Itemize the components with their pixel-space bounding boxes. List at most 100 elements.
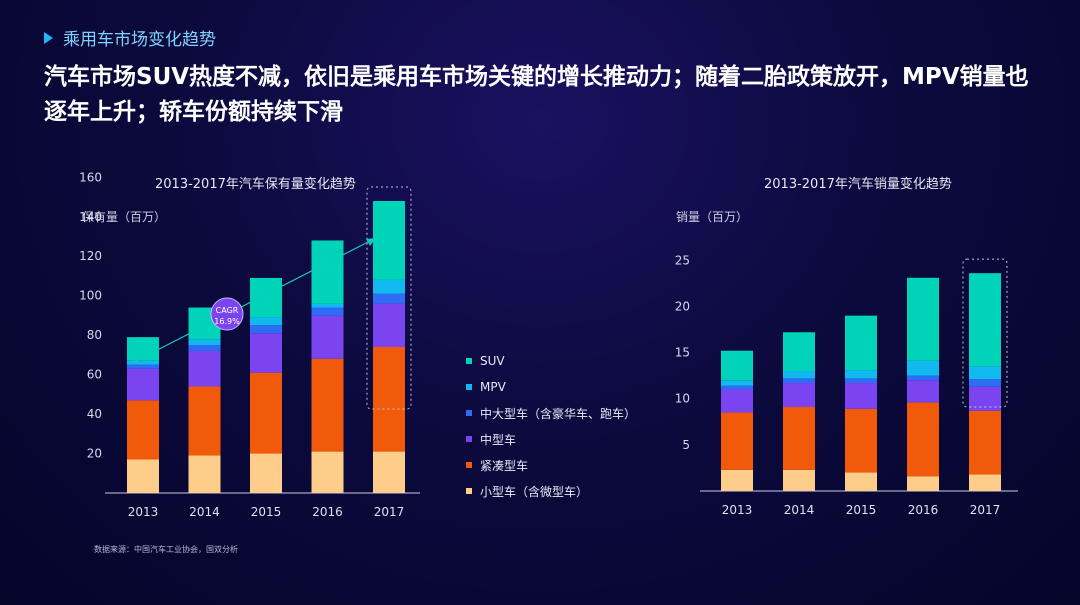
cagr-arrow-head-icon [366, 238, 376, 246]
chart1-y-tick: 120 [79, 249, 102, 263]
chart2-bar-segment [907, 380, 939, 403]
page-headline: 汽车市场SUV热度不减，依旧是乘用车市场关键的增长推动力；随着二胎政策放开，MP… [44, 64, 1029, 125]
legend-label: MPV [480, 380, 506, 394]
legend-item: 中型车 [466, 426, 636, 452]
chart2-bar-segment [907, 402, 939, 477]
chart1-bar-segment [373, 303, 405, 347]
chart2-bar-segment [783, 371, 815, 379]
chart1-bar-segment [373, 451, 405, 493]
chart2-bar-segment [783, 332, 815, 372]
chart1-highlight-box [366, 186, 412, 410]
chart1-bar-segment [373, 346, 405, 452]
chart1-bar-segment [188, 455, 221, 493]
chart2-y-tick: 5 [682, 438, 690, 452]
legend-swatch [466, 410, 472, 416]
chart1-x-tick: 2016 [312, 505, 343, 519]
chart2-x-tick: 2016 [908, 503, 939, 517]
legend-item: 中大型车（含豪华车、跑车） [466, 400, 636, 426]
chart1-bar-segment [188, 345, 221, 351]
section-label: 乘用车市场变化趋势 [44, 25, 216, 50]
chart2-bar-segment [721, 389, 753, 413]
chart1-bar-segment [127, 337, 159, 361]
chart1-bar-segment [311, 303, 344, 308]
cagr-value: 16.9% [214, 317, 240, 326]
legend-label: SUV [480, 354, 505, 368]
legend-swatch [466, 358, 472, 364]
legend-swatch [466, 436, 472, 442]
chart1-bar-segment [250, 317, 282, 326]
chart2-bar-segment [845, 408, 877, 473]
chart1-bar-segment [250, 372, 282, 454]
legend-label: 中大型车（含豪华车、跑车） [480, 406, 637, 421]
chart2-x-tick: 2014 [784, 503, 815, 517]
chart2-bar-segment [783, 383, 815, 408]
chart2-bar-segment [783, 469, 815, 491]
chart1-bar-segment [311, 307, 344, 316]
chart1-bar-segment [127, 360, 159, 365]
chart1-x-tick: 2015 [251, 505, 282, 519]
legend-swatch [466, 384, 472, 390]
chart1-bar-segment [311, 358, 344, 452]
chart2-y-tick: 10 [675, 392, 690, 406]
chart2-y-tick: 15 [675, 346, 690, 360]
chart2-bar-segment [721, 412, 753, 470]
chart1-bar-segment [311, 315, 344, 359]
chart1-y-tick: 140 [79, 210, 102, 224]
source-note: 数据来源：中国汽车工业协会，国双分析 [94, 545, 238, 554]
chart2-x-tick: 2013 [722, 503, 753, 517]
chart2-bar-segment [969, 366, 1001, 380]
chart1-x-tick: 2017 [374, 505, 405, 519]
chart1-bar-segment [250, 325, 282, 334]
chart1-y-tick: 40 [87, 407, 102, 421]
chart2-bar-segment [721, 469, 753, 491]
chart1-bar-segment [127, 459, 159, 493]
section-label-text: 乘用车市场变化趋势 [63, 30, 216, 50]
play-triangle-icon [44, 31, 53, 44]
chart1-bar-segment [127, 400, 159, 460]
legend-item: 紧凑型车 [466, 452, 636, 478]
chart2-y-tick: 25 [675, 253, 690, 267]
chart2-y-tick: 20 [675, 299, 690, 313]
legend-label: 紧凑型车 [480, 458, 529, 473]
chart2-bar-segment [907, 375, 939, 381]
legend-label: 小型车（含微型车） [480, 484, 589, 499]
chart2-bar-segment [721, 380, 753, 386]
chart1-y-tick: 20 [87, 447, 102, 461]
chart1-bar-segment [311, 451, 344, 493]
chart1-bar-segment [250, 333, 282, 373]
legend-swatch [466, 488, 472, 494]
chart1-title: 2013-2017年汽车保有量变化趋势 [155, 177, 356, 192]
chart1-bar-segment [373, 293, 405, 304]
cagr-arrow-line [131, 240, 371, 364]
legend-swatch [466, 462, 472, 468]
chart2-ylabel: 销量（百万） [676, 210, 749, 224]
chart1-y-tick: 100 [79, 289, 102, 303]
chart2-bar-segment [845, 472, 877, 491]
chart2-bar-segment [969, 474, 1001, 491]
chart2-bar-segment [969, 273, 1001, 367]
chart2-bar-segment [969, 379, 1001, 387]
chart2-x-tick: 2017 [970, 503, 1001, 517]
chart1-bar-segment [188, 350, 221, 387]
chart1-bar-segment [311, 240, 344, 304]
chart1-bar-segment [373, 279, 405, 294]
chart2-bar-segment [845, 315, 877, 371]
legend-item: MPV [466, 374, 636, 400]
chart2-bar-segment [969, 410, 1001, 475]
chart1-x-tick: 2014 [189, 505, 220, 519]
chart1-bar-segment [188, 339, 221, 346]
legend-item: 小型车（含微型车） [466, 478, 636, 504]
chart1-y-tick: 60 [87, 368, 102, 382]
legend-item: SUV [466, 348, 636, 374]
chart2-bar-segment [721, 385, 753, 390]
chart1-bar-segment [188, 386, 221, 456]
chart2-bar-segment [969, 386, 1001, 411]
cagr-badge [210, 297, 244, 331]
chart2-bar-segment [845, 370, 877, 379]
chart1-x-tick: 2013 [128, 505, 159, 519]
legend-label: 中型车 [480, 432, 517, 447]
chart1-bar-segment [250, 453, 282, 493]
chart2-bar-segment [845, 383, 877, 409]
chart2-bar-segment [907, 476, 939, 491]
